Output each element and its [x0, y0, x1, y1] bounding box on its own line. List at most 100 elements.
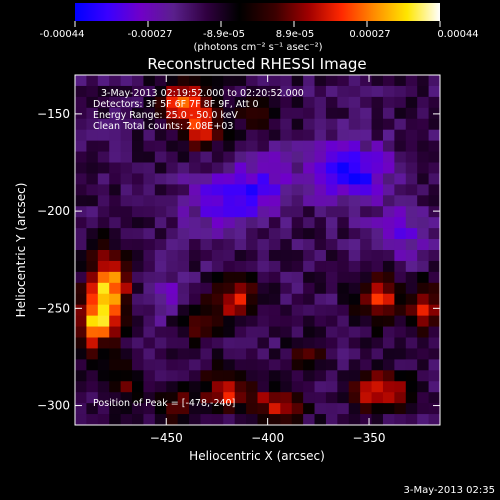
heatmap-cell: [337, 140, 350, 152]
heatmap-cell: [417, 282, 429, 295]
heatmap-cell: [246, 173, 258, 185]
heatmap-cell: [246, 271, 258, 284]
heatmap-cell: [382, 392, 395, 404]
heatmap-cell: [394, 206, 407, 218]
heatmap-cell: [257, 140, 270, 152]
heatmap-cell: [143, 414, 156, 425]
heatmap-cell: [314, 392, 327, 404]
heatmap-cell: [360, 217, 372, 229]
heatmap-cell: [337, 293, 350, 306]
heatmap-cell: [177, 282, 190, 295]
heatmap-cell: [86, 195, 99, 207]
heatmap-cell: [417, 381, 429, 393]
heatmap-cell: [394, 260, 407, 273]
heatmap-cell: [348, 414, 361, 425]
heatmap-cell: [189, 260, 201, 273]
heatmap-cell: [394, 239, 407, 251]
heatmap-cell: [132, 129, 144, 142]
heatmap-cell: [348, 304, 361, 317]
heatmap-cell: [405, 260, 418, 273]
heatmap-cell: [200, 326, 213, 338]
heatmap-cell: [291, 96, 304, 109]
heatmap-cell: [189, 315, 201, 327]
heatmap-cell: [97, 348, 110, 360]
heatmap-cell: [394, 315, 407, 327]
heatmap-cell: [417, 304, 429, 317]
heatmap-cell: [314, 75, 327, 87]
heatmap-cell: [360, 151, 372, 163]
heatmap-cell: [75, 348, 87, 360]
heatmap-cell: [280, 195, 293, 207]
heatmap-cell: [132, 381, 144, 393]
heatmap-cell: [337, 239, 350, 251]
heatmap-cell: [268, 228, 281, 240]
heatmap-cell: [280, 260, 293, 273]
heatmap-cell: [177, 381, 190, 393]
heatmap-cell: [200, 85, 213, 98]
heatmap-cell: [132, 118, 144, 131]
heatmap-cell: [394, 162, 407, 174]
heatmap-cell: [394, 107, 407, 120]
heatmap-cell: [382, 228, 395, 240]
heatmap-cell: [394, 184, 407, 196]
heatmap-cell: [303, 370, 315, 382]
heatmap-cell: [325, 282, 338, 295]
heatmap-cell: [417, 359, 429, 371]
heatmap-cell: [382, 107, 395, 120]
heatmap-cell: [257, 359, 270, 371]
heatmap-cell: [200, 250, 213, 262]
heatmap-cell: [417, 162, 429, 174]
heatmap-cell: [291, 129, 304, 142]
heatmap-cell: [303, 260, 315, 273]
heatmap-cell: [360, 315, 372, 327]
heatmap-cell: [303, 118, 315, 131]
heatmap-cell: [143, 239, 156, 251]
heatmap-cell: [405, 392, 418, 404]
heatmap-cell: [200, 173, 213, 185]
heatmap-cell: [348, 260, 361, 273]
heatmap-cell: [325, 184, 338, 196]
heatmap-cell: [166, 370, 179, 382]
heatmap-cell: [97, 75, 110, 87]
heatmap-cell: [97, 359, 110, 371]
heatmap-cell: [382, 326, 395, 338]
heatmap-cell: [257, 293, 270, 306]
heatmap-cell: [177, 85, 190, 98]
heatmap-cell: [417, 326, 429, 338]
heatmap-cell: [86, 228, 99, 240]
heatmap-cell: [97, 326, 110, 338]
heatmap-cell: [246, 184, 258, 196]
colorbar: -0.00044 -0.00027 -8.9e-05 8.9e-05 0.000…: [40, 3, 479, 53]
heatmap-cell: [360, 250, 372, 262]
heatmap-cell: [382, 151, 395, 163]
heatmap-cell: [348, 206, 361, 218]
heatmap-cell: [246, 107, 258, 120]
heatmap-cell: [97, 250, 110, 262]
heatmap-cell: [154, 403, 167, 415]
heatmap-cell: [120, 96, 133, 109]
heatmap-cell: [223, 184, 236, 196]
heatmap-cell: [143, 392, 156, 404]
heatmap-cell: [200, 107, 213, 120]
heatmap-cell: [371, 403, 384, 415]
heatmap-cell: [348, 129, 361, 142]
heatmap-cell: [132, 414, 144, 425]
heatmap-cell: [166, 217, 179, 229]
heatmap-cell: [223, 96, 236, 109]
heatmap-cell: [75, 140, 87, 152]
heatmap-cell: [166, 184, 179, 196]
heatmap-cell: [177, 228, 190, 240]
heatmap-cell: [337, 217, 350, 229]
heatmap-cell: [314, 359, 327, 371]
heatmap-cell: [200, 228, 213, 240]
heatmap-cell: [120, 184, 133, 196]
heatmap-cell: [291, 370, 304, 382]
heatmap-cell: [360, 228, 372, 240]
heatmap-cell: [109, 217, 122, 229]
heatmap-cell: [325, 129, 338, 142]
heatmap-cell: [75, 282, 87, 295]
heatmap-cell: [268, 239, 281, 251]
heatmap: [75, 75, 440, 425]
heatmap-cell: [86, 239, 99, 251]
heatmap-cell: [337, 337, 350, 349]
